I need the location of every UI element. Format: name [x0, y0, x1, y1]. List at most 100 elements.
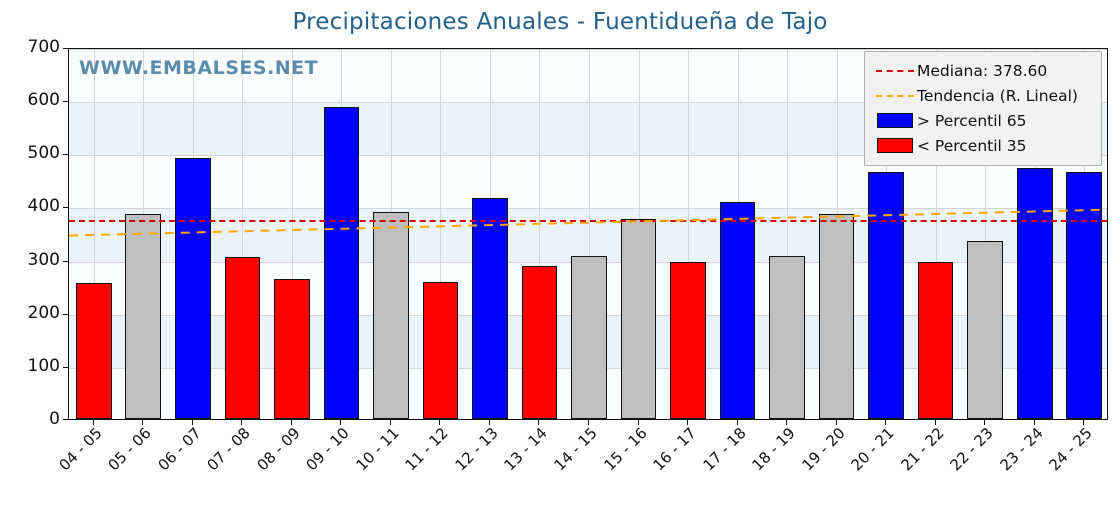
y-axis-label: 0 — [49, 409, 60, 429]
x-axis-label: 09 - 10 — [302, 424, 354, 475]
x-axis-label: 10 - 11 — [352, 424, 403, 475]
gridline-vertical — [292, 49, 293, 419]
x-axis-label: 21 - 22 — [897, 424, 948, 475]
blue-patch-icon — [873, 113, 917, 128]
y-tick-mark — [63, 419, 68, 420]
x-tick-mark — [1033, 420, 1035, 425]
x-tick-mark — [92, 420, 94, 425]
bar[interactable] — [917, 261, 954, 419]
bar[interactable] — [868, 171, 904, 419]
median-line — [69, 219, 1107, 222]
x-axis-label: 18 - 19 — [748, 424, 799, 475]
bar[interactable] — [174, 157, 211, 419]
dashed-orange-line-icon — [873, 94, 917, 97]
bar[interactable] — [1066, 172, 1103, 419]
bar[interactable] — [472, 197, 508, 419]
y-tick-mark — [63, 366, 68, 368]
x-tick-mark — [637, 420, 639, 425]
x-axis-label: 24 - 25 — [1045, 424, 1096, 475]
x-axis-label: 22 - 23 — [946, 424, 997, 475]
trend-line — [69, 208, 1107, 237]
gridline-vertical — [589, 49, 590, 419]
bar[interactable] — [373, 211, 409, 419]
gridline-vertical — [539, 49, 540, 419]
y-axis-label: 700 — [27, 37, 60, 57]
bar[interactable] — [719, 201, 756, 419]
x-axis-label: 15 - 16 — [599, 424, 651, 475]
y-tick-mark — [63, 48, 68, 49]
gridline-horizontal — [69, 49, 1107, 50]
x-tick-mark — [835, 420, 837, 425]
gridline-vertical — [985, 49, 986, 419]
x-tick-mark — [241, 420, 243, 425]
x-tick-mark — [439, 420, 441, 425]
bar[interactable] — [224, 256, 261, 419]
x-tick-mark — [538, 420, 540, 425]
x-axis-label: 04 - 05 — [55, 424, 106, 475]
x-tick-mark — [340, 420, 342, 425]
x-axis-label: 11 - 12 — [401, 424, 453, 475]
x-tick-mark — [786, 420, 788, 425]
x-axis-label: 07 - 08 — [203, 424, 255, 475]
legend-item-percentil-65: > Percentil 65 — [873, 108, 1093, 133]
y-axis-label: 100 — [27, 355, 60, 376]
gridline-horizontal — [69, 208, 1107, 210]
gridline-vertical — [440, 49, 441, 419]
x-axis-label: 06 - 07 — [154, 424, 205, 475]
x-axis-label: 16 - 17 — [649, 424, 700, 475]
bar[interactable] — [125, 214, 162, 419]
gridline-vertical — [787, 49, 788, 419]
y-tick-mark — [63, 154, 68, 156]
x-tick-mark — [389, 420, 391, 425]
gridline-horizontal — [69, 155, 1107, 157]
x-axis-label: 14 - 15 — [550, 424, 601, 475]
chart-legend: Mediana: 378.60 Tendencia (R. Lineal) > … — [864, 51, 1102, 166]
x-axis-label: 13 - 14 — [500, 424, 552, 475]
x-tick-mark — [142, 420, 144, 425]
legend-label: Tendencia (R. Lineal) — [917, 86, 1078, 105]
y-axis-label: 400 — [27, 196, 60, 217]
x-tick-mark — [885, 420, 887, 425]
chart-title: Precipitaciones Anuales - Fuentidueña de… — [292, 9, 828, 35]
legend-label: < Percentil 35 — [917, 136, 1027, 155]
y-tick-mark — [63, 313, 68, 315]
x-tick-mark — [984, 420, 986, 425]
x-axis-label: 19 - 20 — [798, 424, 849, 475]
x-axis-label: 23 - 24 — [996, 424, 1047, 475]
gridline-vertical — [936, 49, 937, 419]
gridline-horizontal — [69, 102, 1107, 104]
x-axis-label: 05 - 06 — [104, 424, 156, 475]
x-axis-label: 08 - 09 — [253, 424, 304, 475]
x-tick-mark — [1083, 420, 1085, 425]
bar[interactable] — [967, 240, 1004, 419]
gridline-vertical — [688, 49, 689, 419]
x-tick-mark — [687, 420, 689, 425]
y-axis-label: 300 — [27, 249, 60, 270]
bar[interactable] — [422, 281, 459, 419]
bar[interactable] — [769, 255, 805, 419]
bar[interactable] — [670, 261, 706, 419]
legend-item-tendencia: Tendencia (R. Lineal) — [873, 83, 1093, 108]
watermark-label: WWW.EMBALSES.NET — [79, 57, 319, 79]
x-axis-label: 12 - 13 — [451, 424, 502, 475]
y-axis-label: 200 — [27, 302, 60, 323]
legend-label: Mediana: 378.60 — [917, 61, 1048, 80]
x-axis-label: 20 - 21 — [847, 424, 898, 475]
y-axis-label: 600 — [27, 90, 60, 111]
plot-area: WWW.EMBALSES.NET — [68, 48, 1108, 420]
x-tick-mark — [588, 420, 589, 425]
x-tick-mark — [290, 420, 292, 425]
y-axis-label: 500 — [27, 143, 60, 164]
bar[interactable] — [323, 106, 360, 419]
bar[interactable] — [1016, 167, 1053, 419]
bar[interactable] — [620, 218, 657, 419]
bar[interactable] — [818, 214, 855, 419]
gridline-vertical — [94, 49, 95, 419]
red-patch-icon — [873, 138, 917, 153]
bar[interactable] — [521, 266, 558, 419]
bar[interactable] — [75, 282, 112, 419]
x-axis-label: 17 - 18 — [698, 424, 750, 475]
bar[interactable] — [274, 278, 310, 419]
x-tick-mark — [736, 420, 738, 425]
bar[interactable] — [571, 255, 607, 419]
